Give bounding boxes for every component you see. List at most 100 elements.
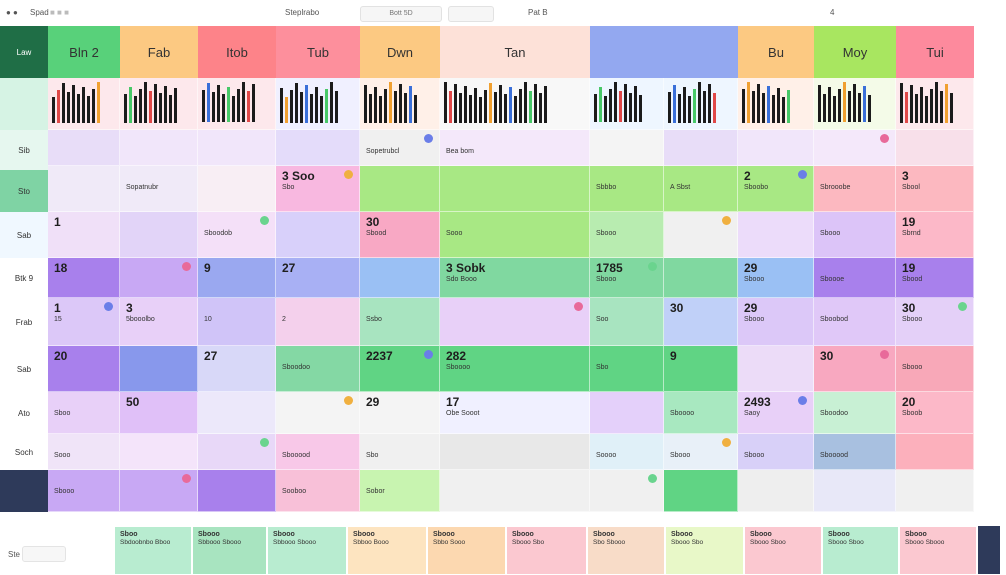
day-header[interactable]: Fab: [120, 26, 198, 78]
calendar-cell[interactable]: Sopatnubr: [120, 166, 198, 212]
calendar-cell[interactable]: [276, 212, 360, 258]
calendar-cell[interactable]: 29 Sbooo: [738, 298, 814, 346]
calendar-cell[interactable]: Sobor: [360, 470, 440, 512]
calendar-cell[interactable]: 30 Sbood: [360, 212, 440, 258]
calendar-cell[interactable]: [440, 298, 590, 346]
day-header[interactable]: Dwn: [360, 26, 440, 78]
calendar-cell[interactable]: 17 Obe Sooot: [440, 392, 590, 434]
calendar-cell[interactable]: [440, 166, 590, 212]
calendar-cell[interactable]: [276, 130, 360, 166]
app-dots-icon[interactable]: ● ●: [6, 8, 18, 17]
summary-card[interactable]: Sbooo Sbo Sbooo: [588, 527, 664, 574]
calendar-cell[interactable]: [664, 130, 738, 166]
calendar-cell[interactable]: [738, 212, 814, 258]
calendar-cell[interactable]: [590, 392, 664, 434]
calendar-cell[interactable]: [664, 470, 738, 512]
right-scrollbar[interactable]: [980, 26, 1006, 512]
calendar-cell[interactable]: Sboodob: [198, 212, 276, 258]
calendar-cell[interactable]: [198, 130, 276, 166]
calendar-cell[interactable]: 30 Sbooo: [896, 298, 974, 346]
calendar-cell[interactable]: Sbooo: [814, 212, 896, 258]
calendar-cell[interactable]: 1785 Sbooo: [590, 258, 664, 298]
calendar-cell[interactable]: Sbooo: [664, 434, 738, 470]
calendar-cell[interactable]: Sboodoo: [276, 346, 360, 392]
calendar-cell[interactable]: 2237: [360, 346, 440, 392]
calendar-cell[interactable]: [590, 470, 664, 512]
calendar-cell[interactable]: [120, 346, 198, 392]
calendar-cell[interactable]: A Sbst: [664, 166, 738, 212]
summary-card[interactable]: Sbooo Sbooo Sbo: [666, 527, 743, 574]
summary-card[interactable]: Sbooo Sbooo Sbooo: [900, 527, 976, 574]
calendar-cell[interactable]: Sbooood: [276, 434, 360, 470]
calendar-cell[interactable]: [198, 434, 276, 470]
calendar-cell[interactable]: 19 Sbrnd: [896, 212, 974, 258]
sidebar-item[interactable]: Btk 9: [0, 258, 48, 298]
calendar-cell[interactable]: 29 Sbooo: [738, 258, 814, 298]
calendar-cell[interactable]: 2493 Saoy: [738, 392, 814, 434]
calendar-cell[interactable]: 3 5booolbo: [120, 298, 198, 346]
calendar-cell[interactable]: [360, 78, 440, 130]
calendar-cell[interactable]: [664, 258, 738, 298]
sidebar-item[interactable]: Soch: [0, 434, 48, 470]
calendar-cell[interactable]: Sbooood: [814, 434, 896, 470]
calendar-cell[interactable]: [360, 166, 440, 212]
calendar-cell[interactable]: 20 Sboob: [896, 392, 974, 434]
calendar-cell[interactable]: 29: [360, 392, 440, 434]
sidebar-item[interactable]: Law: [0, 26, 48, 78]
calendar-cell[interactable]: Sbbbo: [590, 166, 664, 212]
calendar-cell[interactable]: Sbooo: [590, 212, 664, 258]
calendar-cell[interactable]: [48, 130, 120, 166]
calendar-cell[interactable]: [440, 78, 590, 130]
day-header[interactable]: Tui: [896, 26, 974, 78]
summary-card[interactable]: Sbooo Sbooo Sboo: [745, 527, 821, 574]
summary-card[interactable]: Sbooo Sbooo Sbo: [507, 527, 586, 574]
calendar-cell[interactable]: [738, 78, 814, 130]
summary-card[interactable]: Sbooo Sbooo Sboo: [823, 527, 898, 574]
calendar-cell[interactable]: 9: [198, 258, 276, 298]
day-header[interactable]: [590, 26, 664, 78]
sidebar-item[interactable]: Sab: [0, 346, 48, 392]
calendar-cell[interactable]: 18: [48, 258, 120, 298]
calendar-cell[interactable]: Sooo: [48, 434, 120, 470]
summary-card[interactable]: Sbooo Sbbo Sooo: [428, 527, 505, 574]
sidebar-item[interactable]: Sib: [0, 130, 48, 170]
bottom-dark-tab[interactable]: [978, 526, 1000, 574]
calendar-cell[interactable]: Sboodoo: [814, 392, 896, 434]
day-header[interactable]: Tub: [276, 26, 360, 78]
day-header[interactable]: Itob: [198, 26, 276, 78]
day-header[interactable]: [664, 26, 738, 78]
calendar-cell[interactable]: 30: [814, 346, 896, 392]
calendar-cell[interactable]: Sbooo: [738, 434, 814, 470]
calendar-cell[interactable]: 27: [276, 258, 360, 298]
calendar-cell[interactable]: [276, 392, 360, 434]
calendar-cell[interactable]: [814, 130, 896, 166]
calendar-cell[interactable]: [120, 212, 198, 258]
calendar-cell[interactable]: 19 Sbood: [896, 258, 974, 298]
calendar-cell[interactable]: [896, 130, 974, 166]
calendar-cell[interactable]: [198, 470, 276, 512]
calendar-cell[interactable]: [120, 434, 198, 470]
calendar-cell[interactable]: Sopetrubcl: [360, 130, 440, 166]
sidebar-item[interactable]: Sab: [0, 212, 48, 258]
calendar-cell[interactable]: 3 Sbool: [896, 166, 974, 212]
sidebar-item[interactable]: [0, 470, 48, 512]
calendar-cell[interactable]: Sooboo: [276, 470, 360, 512]
calendar-cell[interactable]: Sbo: [360, 434, 440, 470]
calendar-cell[interactable]: [198, 392, 276, 434]
calendar-cell[interactable]: [590, 78, 664, 130]
calendar-cell[interactable]: [198, 166, 276, 212]
calendar-cell[interactable]: Ssbo: [360, 298, 440, 346]
sidebar-item[interactable]: Sto: [0, 170, 48, 212]
calendar-cell[interactable]: [664, 212, 738, 258]
calendar-cell[interactable]: [48, 78, 120, 130]
calendar-cell[interactable]: Soo: [590, 298, 664, 346]
calendar-cell[interactable]: [738, 470, 814, 512]
summary-card[interactable]: Sbooo Sbboo Booo: [348, 527, 426, 574]
calendar-cell[interactable]: [896, 78, 974, 130]
calendar-cell[interactable]: Sbo: [590, 346, 664, 392]
bottom-input[interactable]: [22, 546, 66, 562]
day-header[interactable]: Bln 2: [48, 26, 120, 78]
calendar-cell[interactable]: 3 Soo Sbo: [276, 166, 360, 212]
calendar-cell[interactable]: [48, 166, 120, 212]
calendar-cell[interactable]: Bea bom: [440, 130, 590, 166]
